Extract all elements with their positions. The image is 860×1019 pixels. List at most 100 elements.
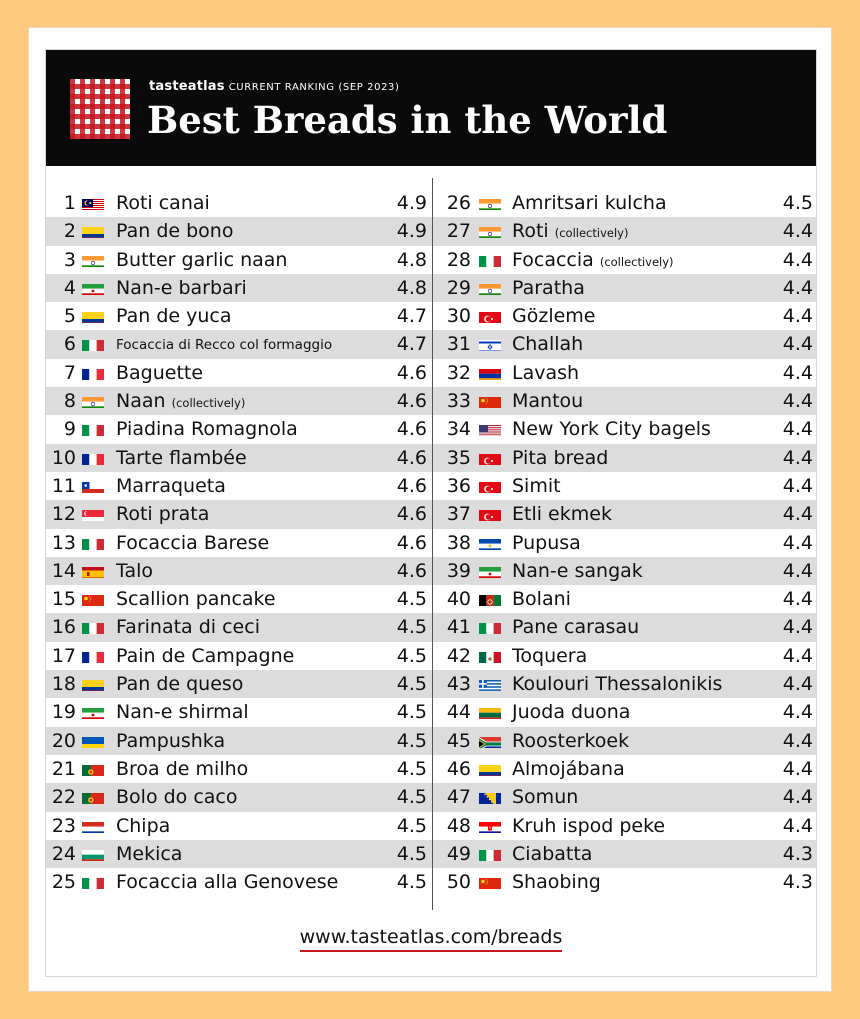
bread-name-text: Nan-e barbari — [116, 276, 247, 299]
rating-score: 4.5 — [396, 701, 427, 724]
bread-name: Gözleme — [512, 305, 596, 327]
bread-note: (collectively) — [171, 396, 246, 411]
ranking-row: 5 Pan de yuca 4.7 — [46, 302, 432, 330]
italy-flag-icon — [82, 422, 104, 437]
ranking-row: 25 Focaccia alla Genovese 4.5 — [46, 868, 432, 896]
brand-name: tasteatlas — [149, 79, 225, 94]
ranking-row: 3 Butter garlic naan 4.8 — [46, 246, 432, 274]
china-flag-icon — [479, 875, 501, 890]
rating-score: 4.4 — [782, 418, 813, 441]
footer-url-link[interactable]: www.tasteatlas.com/breads — [299, 926, 563, 952]
italy-flag-icon — [479, 847, 501, 861]
rating-score: 4.4 — [782, 786, 813, 809]
bread-name: Nan-e barbari — [116, 277, 247, 299]
rating-score: 4.6 — [396, 446, 427, 469]
rank-number: 5 — [63, 305, 76, 328]
rank-number: 49 — [446, 842, 471, 865]
ranking-panel: tasteatlas CURRENT RANKING (SEP 2023) Bes… — [45, 49, 817, 977]
ranking-list-left: 1 Roti canai 4.9 2 Pan de bono 4.9 3 Butter gar… — [46, 189, 432, 896]
bread-name-text: Etli ekmek — [512, 503, 612, 526]
colombia-flag-icon — [82, 224, 104, 239]
rating-score: 4.4 — [782, 559, 813, 582]
bread-name-text: Pampushka — [116, 729, 226, 752]
bread-name: Focaccia di Recco col formaggio — [116, 337, 332, 353]
ranking-row: 24 Mekica 4.5 — [46, 839, 432, 869]
bread-name: Pan de yuca — [116, 305, 232, 327]
bread-name-text: Challah — [512, 333, 584, 356]
afghanistan-flag-icon — [479, 592, 501, 607]
ranking-row: 10 Tarte flambée 4.6 — [46, 443, 432, 472]
rating-score: 4.3 — [782, 842, 813, 865]
ranking-row: 28 Focaccia (collectively) 4.4 — [433, 246, 816, 274]
ranking-list-right: 26 Amritsari kulcha 4.5 27 Roti (collectivel… — [433, 189, 816, 896]
china-flag-icon — [82, 592, 104, 607]
bread-name: Mekica — [116, 843, 182, 865]
rank-number: 47 — [446, 786, 471, 809]
rank-number: 9 — [63, 418, 76, 441]
bread-name: Pita bread — [512, 447, 608, 469]
bread-name: Pan de queso — [116, 673, 243, 695]
rank-number: 6 — [63, 333, 76, 356]
bread-name-text: Simit — [512, 474, 561, 497]
bread-name-text: Lavash — [512, 361, 580, 384]
rating-score: 4.6 — [396, 559, 427, 582]
portugal-flag-icon — [82, 762, 104, 776]
rank-number: 22 — [51, 786, 76, 809]
colombia-flag-icon — [82, 677, 104, 692]
rank-number: 38 — [446, 531, 471, 554]
ranking-row: 23 Chipa 4.5 — [46, 812, 432, 840]
ranking-row: 2 Pan de bono 4.9 — [46, 217, 432, 246]
ranking-row: 22 Bolo do caco 4.5 — [46, 783, 432, 812]
rank-number: 26 — [446, 192, 471, 214]
rank-number: 11 — [51, 474, 76, 497]
page-title: Best Breads in the World — [147, 98, 668, 142]
ranking-row: 39 Nan-e sangak 4.4 — [433, 556, 816, 586]
bread-name-text: Juoda duona — [512, 701, 631, 724]
bread-name: Bolo do caco — [116, 786, 238, 808]
ranking-row: 8 Naan (collectively) 4.6 — [46, 387, 432, 416]
bread-name: Pain de Campagne — [116, 645, 294, 667]
rank-number: 36 — [446, 474, 471, 497]
bread-name-text: Kruh ispod peke — [512, 814, 666, 837]
ranking-row: 31 Challah 4.4 — [433, 330, 816, 359]
bread-name: Koulouri Thessalonikis — [512, 673, 722, 695]
rating-score: 4.4 — [782, 757, 813, 780]
bread-name-text: Broa de milho — [116, 757, 249, 780]
rating-score: 4.3 — [782, 871, 813, 894]
rating-score: 4.6 — [396, 418, 427, 441]
ranking-row: 29 Paratha 4.4 — [433, 273, 816, 303]
rank-number: 7 — [63, 361, 76, 384]
rank-number: 18 — [51, 673, 76, 696]
bread-name-text: Ciabatta — [512, 842, 593, 865]
portugal-flag-icon — [82, 790, 104, 805]
bread-name: Piadina Romagnola — [116, 418, 298, 440]
mexico-flag-icon — [479, 649, 501, 663]
france-flag-icon — [82, 366, 104, 380]
bread-name: Talo — [116, 560, 153, 582]
bread-name: New York City bagels — [512, 418, 711, 440]
south-africa-flag-icon — [479, 734, 501, 748]
rank-number: 30 — [446, 305, 471, 328]
rating-score: 4.5 — [396, 588, 427, 611]
rating-score: 4.6 — [396, 474, 427, 497]
bread-name: Naan (collectively) — [116, 390, 245, 412]
ranking-row: 48 Kruh ispod peke 4.4 — [433, 812, 816, 840]
ranking-row: 16 Farinata di ceci 4.5 — [46, 613, 432, 642]
bread-name: Kruh ispod peke — [512, 815, 665, 837]
ranking-row: 21 Broa de milho 4.5 — [46, 755, 432, 783]
bread-name: Pampushka — [116, 730, 225, 752]
ranking-row: 14 Talo 4.6 — [46, 556, 432, 586]
bread-note: (collectively) — [599, 254, 674, 269]
bread-name-text: Shaobing — [512, 871, 601, 894]
ranking-row: 27 Roti (collectively) 4.4 — [433, 217, 816, 246]
ranking-row: 7 Baguette 4.6 — [46, 359, 432, 387]
lithuania-flag-icon — [479, 705, 501, 720]
rank-number: 35 — [446, 446, 471, 469]
rating-score: 4.5 — [396, 616, 427, 639]
rank-number: 42 — [446, 644, 471, 667]
rank-number: 1 — [63, 192, 76, 214]
rank-number: 24 — [51, 842, 76, 865]
rating-score: 4.4 — [782, 729, 813, 752]
rating-score: 4.4 — [782, 644, 813, 667]
rank-number: 46 — [446, 757, 471, 780]
